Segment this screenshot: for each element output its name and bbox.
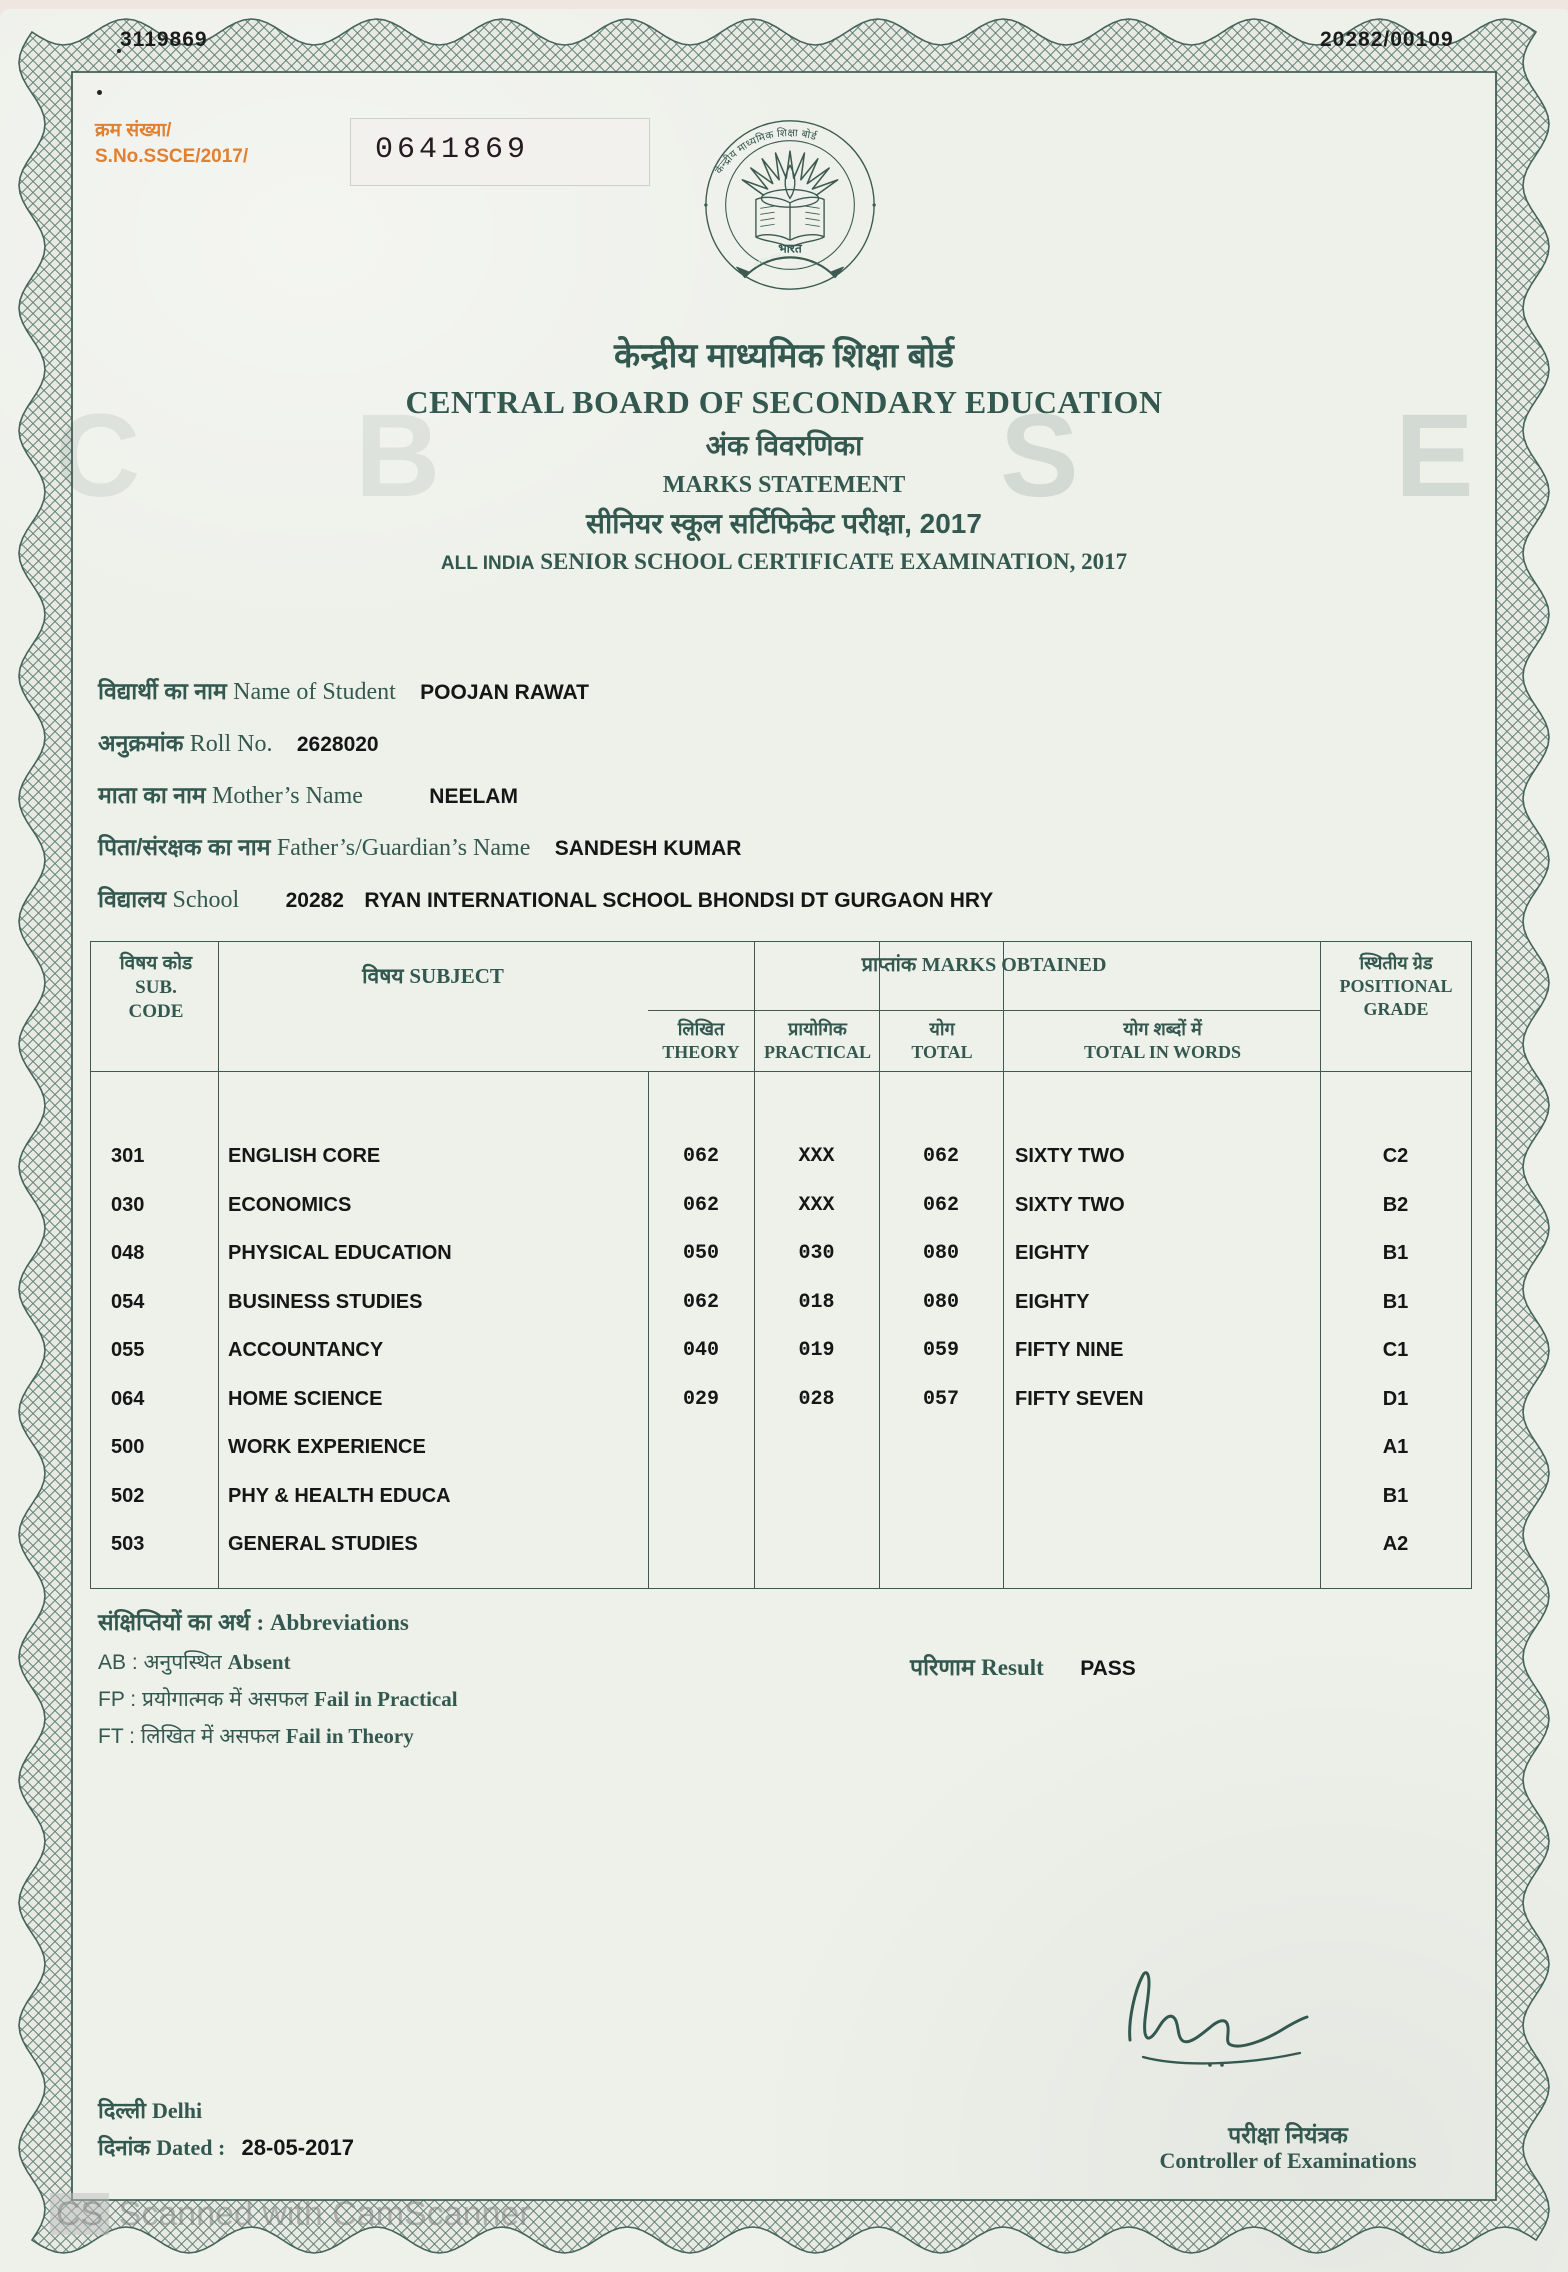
svg-text:भारत: भारत: [778, 241, 803, 255]
